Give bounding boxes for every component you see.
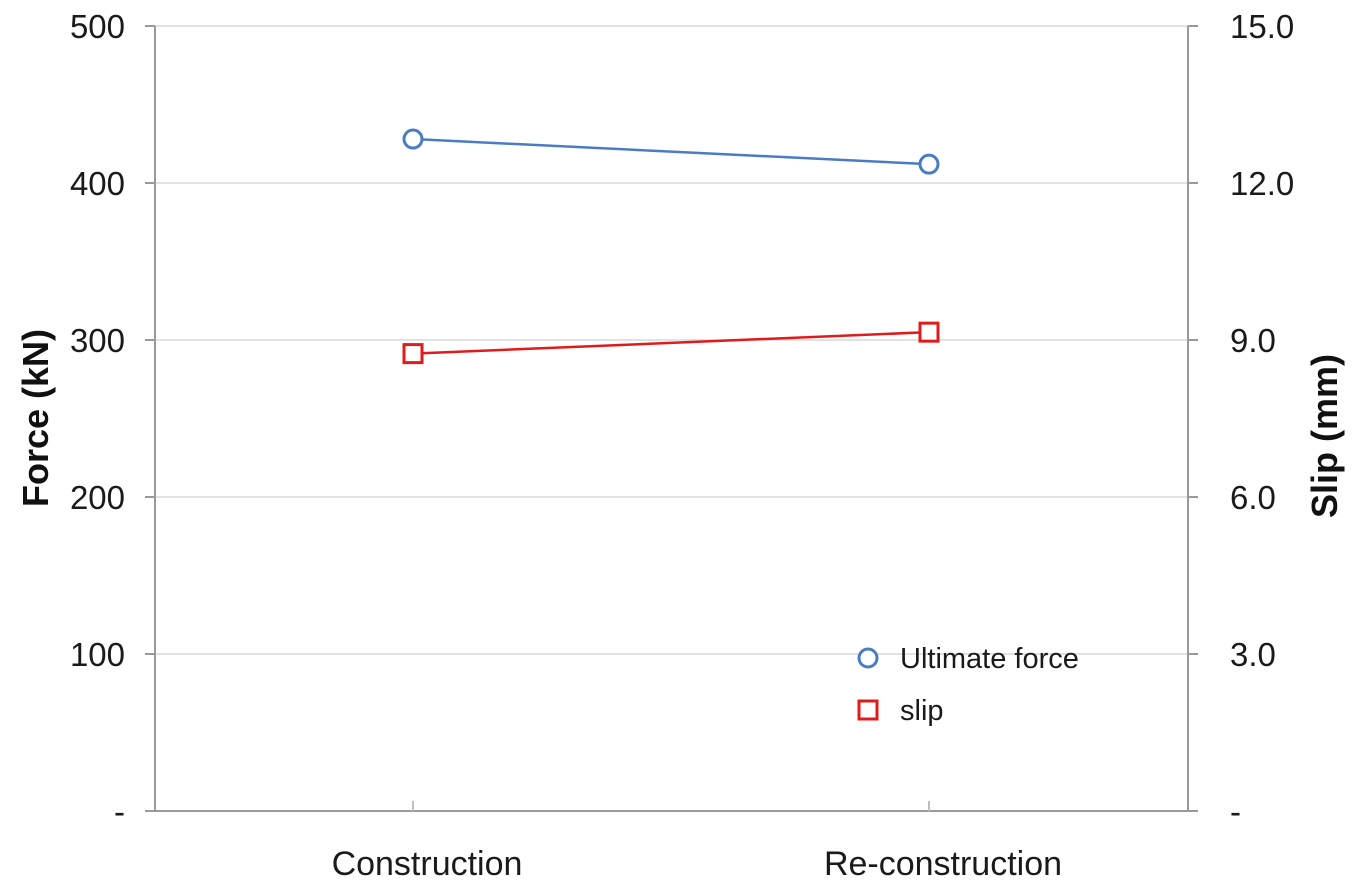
legend-label: Ultimate force [900, 643, 1079, 675]
data-point [402, 128, 424, 150]
axes: - 100 200 300 400 500 - 3.0 6.0 9.0 12.0 15.0 Constr… [15, 8, 1345, 883]
gridlines [155, 25, 1188, 655]
data-point [918, 153, 940, 175]
y-right-tick-label: - [1230, 793, 1241, 830]
y-left-tick-label: - [114, 793, 125, 830]
y-left-tick-label: 500 [70, 8, 125, 45]
x-category-label: Re-construction [824, 845, 1062, 883]
x-category-label: Construction [332, 845, 523, 883]
legend-label: slip [900, 695, 944, 727]
series-line [412, 137, 930, 166]
legend-marker [857, 647, 879, 669]
data-point [402, 343, 424, 365]
y-left-axis-title: Force (kN) [15, 329, 56, 507]
y-right-tick-label: 12.0 [1230, 165, 1294, 202]
series [402, 128, 940, 365]
y-right-tick-label: 15.0 [1230, 8, 1294, 45]
y-right-axis-title: Slip (mm) [1304, 354, 1345, 518]
y-left-tick-label: 100 [70, 636, 125, 673]
y-right-tick-label: 6.0 [1230, 479, 1276, 516]
data-point [918, 321, 940, 343]
y-left-tick-label: 200 [70, 479, 125, 516]
legend: Ultimate force slip [857, 643, 1079, 727]
y-left-tick-label: 300 [70, 322, 125, 359]
legend-marker [857, 699, 879, 721]
y-left-tick-label: 400 [70, 165, 125, 202]
y-right-tick-label: 9.0 [1230, 322, 1276, 359]
series-line [412, 330, 930, 355]
y-right-tick-label: 3.0 [1230, 636, 1276, 673]
